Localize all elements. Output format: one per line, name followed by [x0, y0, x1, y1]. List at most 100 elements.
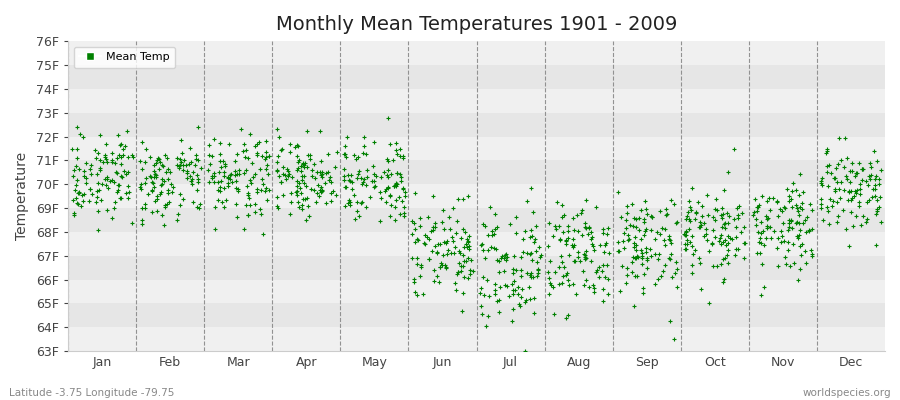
Point — [183, 173, 197, 180]
Point — [418, 232, 433, 238]
Point — [579, 197, 593, 204]
Point — [790, 233, 805, 240]
Point — [95, 181, 110, 188]
Point — [507, 253, 521, 260]
Point — [173, 162, 187, 169]
Point — [625, 201, 639, 208]
Point — [249, 152, 264, 158]
Point — [397, 189, 411, 195]
Point — [291, 199, 305, 206]
Point — [423, 228, 437, 234]
Point — [587, 285, 601, 291]
Point — [621, 237, 635, 243]
Point — [729, 224, 743, 230]
Point — [532, 244, 546, 250]
Point — [756, 228, 770, 234]
Point — [827, 175, 842, 182]
Point — [852, 191, 867, 197]
Point — [461, 238, 475, 244]
Point — [755, 261, 770, 267]
Point — [170, 216, 184, 223]
Point — [380, 156, 394, 162]
Point — [872, 194, 886, 200]
Point — [804, 247, 818, 254]
Point — [238, 147, 253, 153]
Point — [427, 278, 441, 284]
Point — [596, 298, 610, 304]
Point — [190, 204, 204, 210]
Point — [829, 165, 843, 171]
Point — [662, 318, 677, 324]
Point — [518, 348, 533, 354]
Point — [100, 174, 114, 180]
Bar — [68, 65, 885, 89]
Point — [255, 176, 269, 182]
Point — [790, 204, 805, 211]
Point — [355, 180, 369, 187]
Point — [138, 159, 152, 165]
Point — [842, 188, 856, 194]
Point — [764, 235, 778, 242]
Point — [138, 180, 152, 186]
Point — [592, 274, 607, 280]
Point — [579, 255, 593, 261]
Point — [93, 132, 107, 138]
Point — [296, 163, 310, 170]
Point — [321, 168, 336, 175]
Point — [721, 169, 735, 176]
Point — [207, 136, 221, 142]
Point — [509, 214, 524, 220]
Legend: Mean Temp: Mean Temp — [74, 47, 176, 68]
Point — [508, 267, 523, 274]
Point — [246, 174, 260, 180]
Point — [760, 223, 774, 229]
Point — [245, 159, 259, 166]
Point — [191, 176, 205, 182]
Point — [395, 198, 410, 204]
Point — [117, 167, 131, 174]
Point — [374, 195, 389, 201]
Point — [797, 248, 812, 254]
Point — [796, 189, 810, 195]
Point — [192, 205, 206, 212]
Point — [598, 248, 612, 255]
Point — [462, 246, 476, 252]
Point — [770, 262, 785, 269]
Point — [67, 197, 81, 203]
Point — [730, 205, 744, 212]
Point — [720, 259, 734, 266]
Point — [584, 241, 598, 248]
Point — [628, 273, 643, 280]
Bar — [68, 327, 885, 351]
Point — [583, 258, 598, 265]
Point — [793, 266, 807, 273]
Point — [717, 255, 732, 262]
Point — [190, 172, 204, 178]
Point — [448, 280, 463, 286]
Point — [667, 200, 681, 207]
Point — [561, 228, 575, 234]
Point — [792, 192, 806, 198]
Point — [678, 232, 692, 238]
Point — [113, 194, 128, 201]
Point — [271, 205, 285, 211]
Point — [433, 263, 447, 270]
Point — [164, 181, 178, 187]
Point — [774, 232, 788, 239]
Point — [411, 237, 426, 243]
Point — [455, 289, 470, 296]
Point — [561, 235, 575, 242]
Point — [513, 303, 527, 310]
Point — [575, 232, 590, 239]
Point — [290, 167, 304, 173]
Point — [354, 200, 368, 206]
Point — [275, 170, 290, 177]
Point — [626, 240, 641, 246]
Point — [798, 260, 813, 266]
Point — [148, 171, 163, 177]
Point — [346, 192, 361, 198]
Point — [99, 156, 113, 162]
Point — [574, 207, 589, 213]
Point — [242, 131, 256, 138]
Point — [572, 254, 586, 260]
